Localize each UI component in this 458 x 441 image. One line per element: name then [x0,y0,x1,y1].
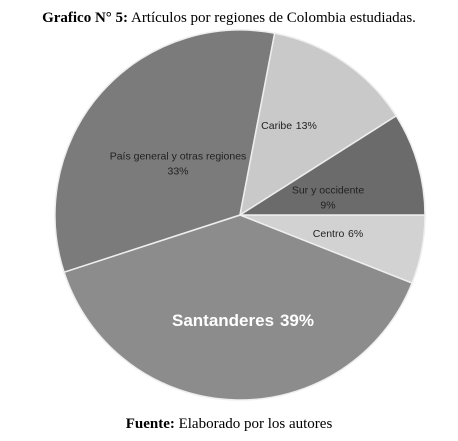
category-label: Santanderes [172,311,274,330]
slice-label: Centro 6% [313,228,363,240]
labels: Centro 6% Santanderes 39% País general y otr… [110,120,365,331]
source-prefix: Fuente: [126,416,175,432]
title-prefix: Grafico N° 5: [42,10,128,26]
category-label: Sur y occidente [292,184,365,196]
pie [54,29,426,401]
category-label: Centro [313,228,345,240]
slice [237,114,426,216]
value-label: 9% [320,199,335,211]
chart-title: Artículos por regiones de Colombia estud… [131,10,416,26]
slice-label: Caribe 13% [261,120,317,132]
source-line: Fuente: Elaborado por los autores [126,416,333,432]
category-label: País general y otras regiones [110,150,247,162]
slice [238,32,398,217]
slice [54,29,276,274]
slice-label: Sur y occidente 9% [292,184,365,211]
slice-label: País general y otras regiones 33% [110,150,247,177]
source: Elaborado por los autores [179,416,333,432]
value-label: 13% [296,120,317,132]
value-label: 39% [280,311,314,330]
category-label: Caribe [261,120,292,132]
slice-label: Santanderes 39% [172,311,314,330]
value-label: 6% [348,228,363,240]
value-label: 33% [167,165,188,177]
slice [63,214,413,401]
chart-title-line: Grafico N° 5: Artículos por regiones de … [42,10,416,26]
